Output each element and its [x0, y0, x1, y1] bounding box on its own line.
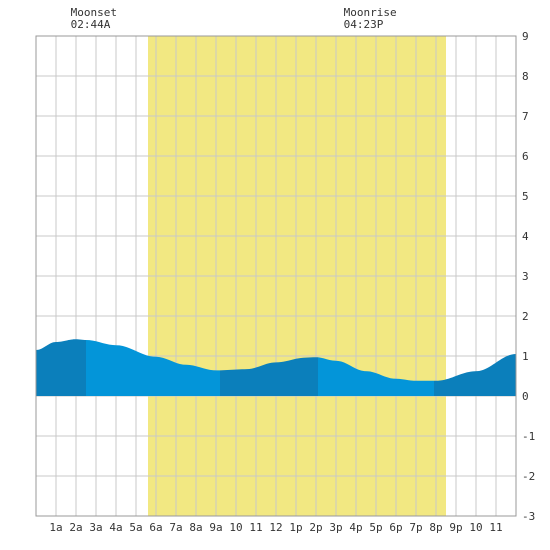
x-tick-label: 6a	[149, 521, 162, 534]
y-tick-label: -3	[522, 510, 535, 523]
y-tick-label: -2	[522, 470, 535, 483]
x-tick-label: 2a	[69, 521, 82, 534]
y-tick-label: 1	[522, 350, 529, 363]
x-tick-label: 9a	[209, 521, 222, 534]
x-tick-label: 8p	[429, 521, 442, 534]
x-tick-label: 3p	[329, 521, 342, 534]
y-tick-label: 5	[522, 190, 529, 203]
x-tick-label: 1p	[289, 521, 302, 534]
x-tick-label: 5p	[369, 521, 382, 534]
y-tick-label: 3	[522, 270, 529, 283]
x-tick-label: 11	[489, 521, 502, 534]
tide-area-segment	[318, 357, 434, 396]
x-tick-label: 7p	[409, 521, 422, 534]
tide-area-segment	[434, 354, 516, 396]
moon-event-label: Moonset	[71, 6, 117, 19]
moon-event-time: 04:23P	[344, 18, 384, 31]
x-tick-label: 10	[229, 521, 242, 534]
x-tick-label: 8a	[189, 521, 202, 534]
y-tick-label: 8	[522, 70, 529, 83]
y-tick-label: 6	[522, 150, 529, 163]
moon-event-time: 02:44A	[71, 18, 111, 31]
y-tick-label: 7	[522, 110, 529, 123]
x-tick-label: 10	[469, 521, 482, 534]
x-tick-label: 11	[249, 521, 262, 534]
x-tick-labels: 1a 2a 3a 4a 5a 6a 7a 8a 9a 10 11 12 1p 2p 3p 4p 5p 6p 7p 8p…	[49, 521, 502, 534]
x-tick-label: 6p	[389, 521, 402, 534]
tide-area-segment	[86, 340, 220, 396]
y-tick-label: 2	[522, 310, 529, 323]
x-tick-label: 4a	[109, 521, 122, 534]
y-tick-labels: 9 8 7 6 5 4 3 2 1 0 -1 -2 -3	[522, 30, 535, 523]
x-tick-label: 9p	[449, 521, 462, 534]
plot-border	[35, 35, 517, 517]
tide-area-segment	[220, 357, 318, 396]
x-tick-label: 12	[269, 521, 282, 534]
x-tick-label: 3a	[89, 521, 102, 534]
tide-area-layer	[36, 339, 516, 396]
y-tick-label: -1	[522, 430, 535, 443]
x-tick-label: 2p	[309, 521, 322, 534]
x-tick-label: 4p	[349, 521, 362, 534]
tide-area-segment	[36, 339, 86, 396]
x-tick-label: 5a	[129, 521, 142, 534]
x-tick-label: 7a	[169, 521, 182, 534]
moon-event-label: Moonrise	[344, 6, 397, 19]
y-tick-label: 0	[522, 390, 529, 403]
y-tick-label: 4	[522, 230, 529, 243]
y-tick-label: 9	[522, 30, 529, 43]
grid-layer	[35, 35, 517, 517]
x-tick-label: 1a	[49, 521, 62, 534]
